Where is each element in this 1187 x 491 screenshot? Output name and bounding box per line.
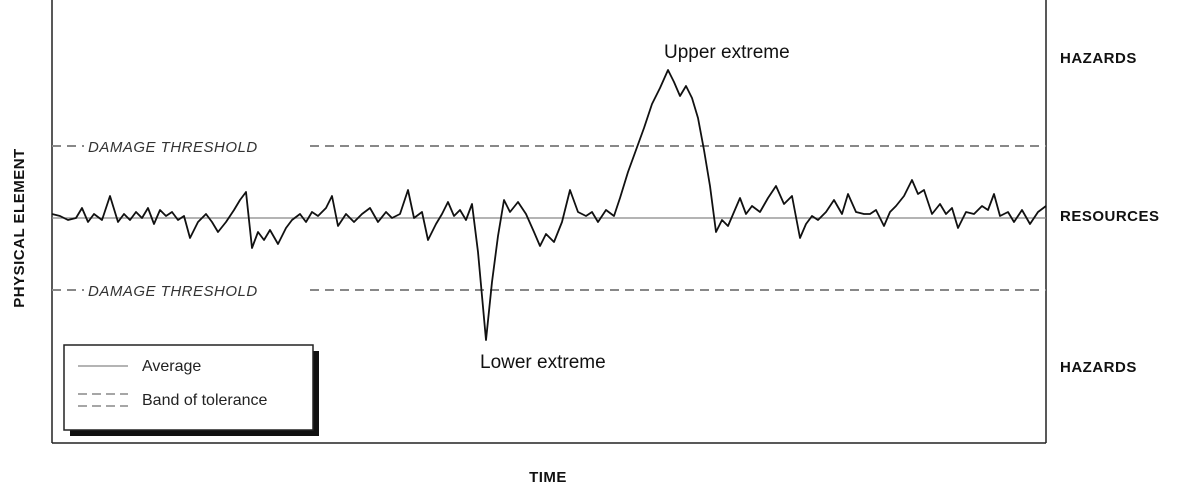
x-axis-label: TIME <box>529 469 567 486</box>
zone-label-middle: RESOURCES <box>1060 208 1160 225</box>
legend: Average Band of tolerance <box>63 344 319 436</box>
lower-threshold-label: DAMAGE THRESHOLD <box>88 283 258 300</box>
legend-box <box>63 344 314 431</box>
lower-extreme-label: Lower extreme <box>480 352 606 373</box>
upper-extreme-label: Upper extreme <box>664 42 790 63</box>
y-axis-label: PHYSICAL ELEMENT <box>11 148 28 307</box>
legend-average-label: Average <box>142 358 201 375</box>
upper-threshold-label: DAMAGE THRESHOLD <box>88 139 258 156</box>
zone-label-bottom: HAZARDS <box>1060 359 1137 376</box>
fluctuation-line <box>51 69 1047 341</box>
zone-label-top: HAZARDS <box>1060 50 1137 67</box>
legend-band-label: Band of tolerance <box>142 392 268 409</box>
